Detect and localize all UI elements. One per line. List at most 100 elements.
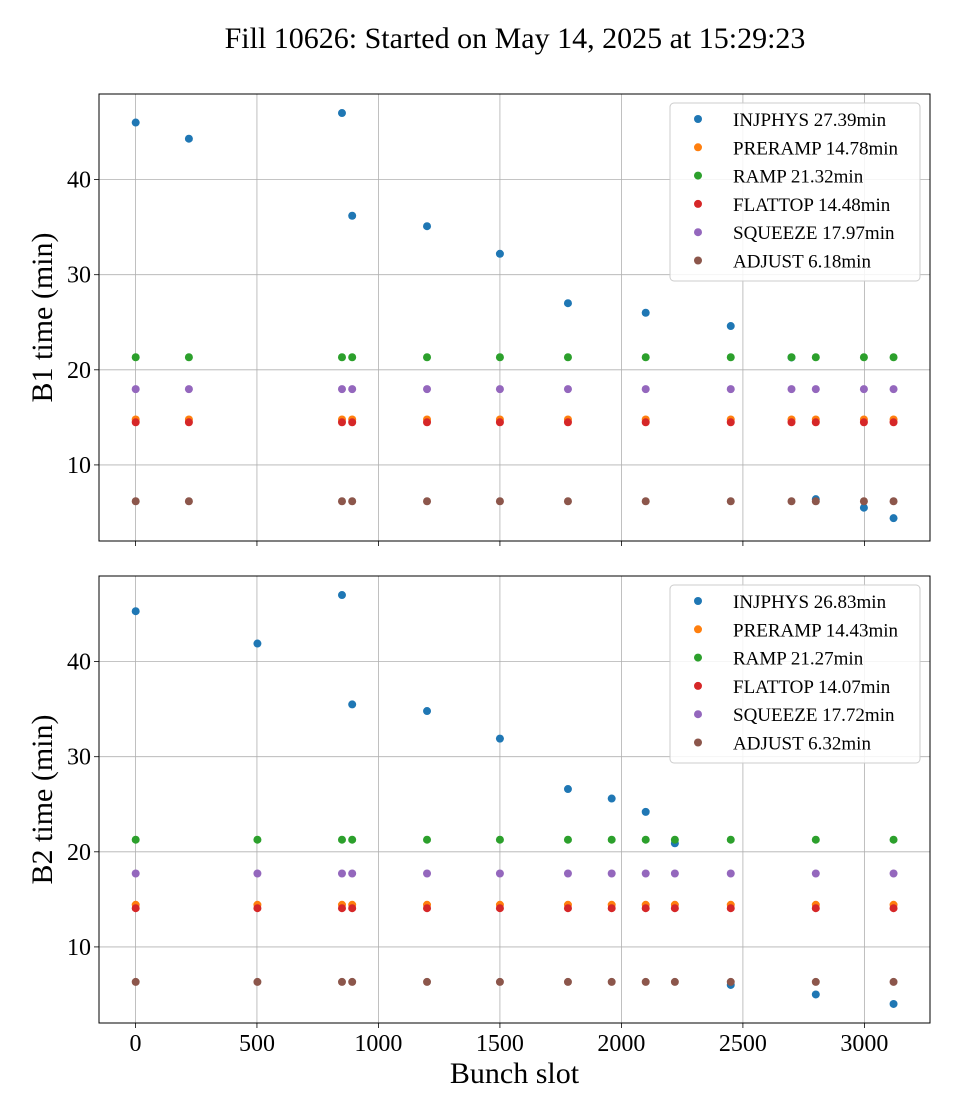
chart-panel-2: 0 500 1000 1500 2000 2500 3000 10 20 30 40 B2 time … [26,575,931,1090]
data-point-4 [131,904,140,913]
legend: INJPHYS 26.83min PRERAMP 14.43min RAMP 21.… [669,584,921,764]
legend-marker-4 [694,681,702,690]
data-point-1 [423,222,432,231]
data-point-5 [184,385,193,394]
data-point-1 [495,734,504,743]
data-point-6 [726,977,735,986]
legend-label-1: INJPHYS 27.39min [733,110,887,131]
data-point-3 [726,835,735,844]
x-tick-label: 500 [239,1031,275,1057]
data-point-3 [670,835,679,844]
data-point-3 [563,353,572,362]
legend-label-5: SQUEEZE 17.72min [733,705,895,726]
data-point-4 [811,904,820,913]
data-point-1 [607,794,616,803]
data-point-3 [348,835,357,844]
y-tick-label: 40 [67,650,91,676]
data-point-4 [811,418,820,427]
legend-marker-2 [694,143,702,152]
legend-label-3: RAMP 21.27min [733,649,864,670]
data-point-4 [859,418,868,427]
data-point-6 [787,497,796,506]
data-point-3 [184,353,193,362]
x-tick-label: 1500 [476,1031,524,1057]
data-point-5 [337,869,346,878]
data-point-1 [131,118,140,127]
data-point-3 [131,835,140,844]
data-point-5 [253,869,262,878]
data-point-3 [607,835,616,844]
y-tick-label: 20 [67,358,91,384]
data-point-3 [495,353,504,362]
data-point-6 [811,497,820,506]
data-point-6 [184,497,193,506]
data-point-1 [641,807,650,816]
data-point-1 [889,999,898,1008]
data-point-3 [423,353,432,362]
data-point-1 [641,308,650,317]
data-point-6 [563,497,572,506]
data-point-3 [563,835,572,844]
data-point-4 [348,418,357,427]
data-point-3 [811,835,820,844]
data-point-6 [563,977,572,986]
data-point-5 [131,869,140,878]
data-point-5 [563,869,572,878]
data-point-4 [726,904,735,913]
data-point-5 [423,869,432,878]
data-point-4 [563,418,572,427]
chart-panel-1: 10 20 30 40 B1 time (min) INJPHYS 27.39min PRE… [26,93,931,546]
data-point-1 [337,591,346,600]
legend-box [669,584,921,764]
data-point-3 [859,353,868,362]
data-point-4 [641,418,650,427]
data-point-4 [131,418,140,427]
data-point-3 [423,835,432,844]
data-point-5 [131,385,140,394]
data-point-1 [184,134,193,143]
legend-box [669,102,921,282]
page-title: Fill 10626: Started on May 14, 2025 at 1… [224,22,806,55]
y-axis-label: B2 time (min) [26,715,59,885]
data-point-6 [348,497,357,506]
data-point-1 [423,707,432,716]
data-point-1 [337,109,346,118]
data-point-1 [563,299,572,308]
data-point-3 [641,835,650,844]
data-point-6 [641,497,650,506]
data-point-5 [811,385,820,394]
x-tick-label: 2000 [597,1031,645,1057]
data-point-5 [348,869,357,878]
data-point-5 [641,385,650,394]
legend-label-6: ADJUST 6.18min [733,252,871,273]
x-tick-label: 1000 [354,1031,402,1057]
data-point-1 [726,322,735,331]
data-point-4 [495,904,504,913]
y-tick-label: 10 [67,935,91,961]
data-point-3 [811,353,820,362]
data-point-1 [253,639,262,648]
data-point-6 [337,977,346,986]
x-tick-label: 3000 [840,1031,888,1057]
data-point-1 [563,785,572,794]
data-point-6 [495,977,504,986]
data-point-1 [131,607,140,616]
data-point-3 [348,353,357,362]
data-point-4 [184,418,193,427]
plot-frame [98,575,931,1024]
data-point-5 [787,385,796,394]
legend-label-2: PRERAMP 14.78min [733,138,899,159]
data-point-5 [337,385,346,394]
legend-marker-5 [694,228,702,237]
data-point-1 [348,211,357,220]
data-point-3 [726,353,735,362]
legend-marker-1 [694,115,702,123]
data-point-3 [889,835,898,844]
legend-marker-2 [694,625,702,634]
data-point-5 [641,869,650,878]
data-point-4 [253,904,262,913]
y-axis-label: B1 time (min) [26,233,59,403]
plot-frame [98,93,931,542]
data-point-6 [495,497,504,506]
data-point-1 [889,514,898,523]
